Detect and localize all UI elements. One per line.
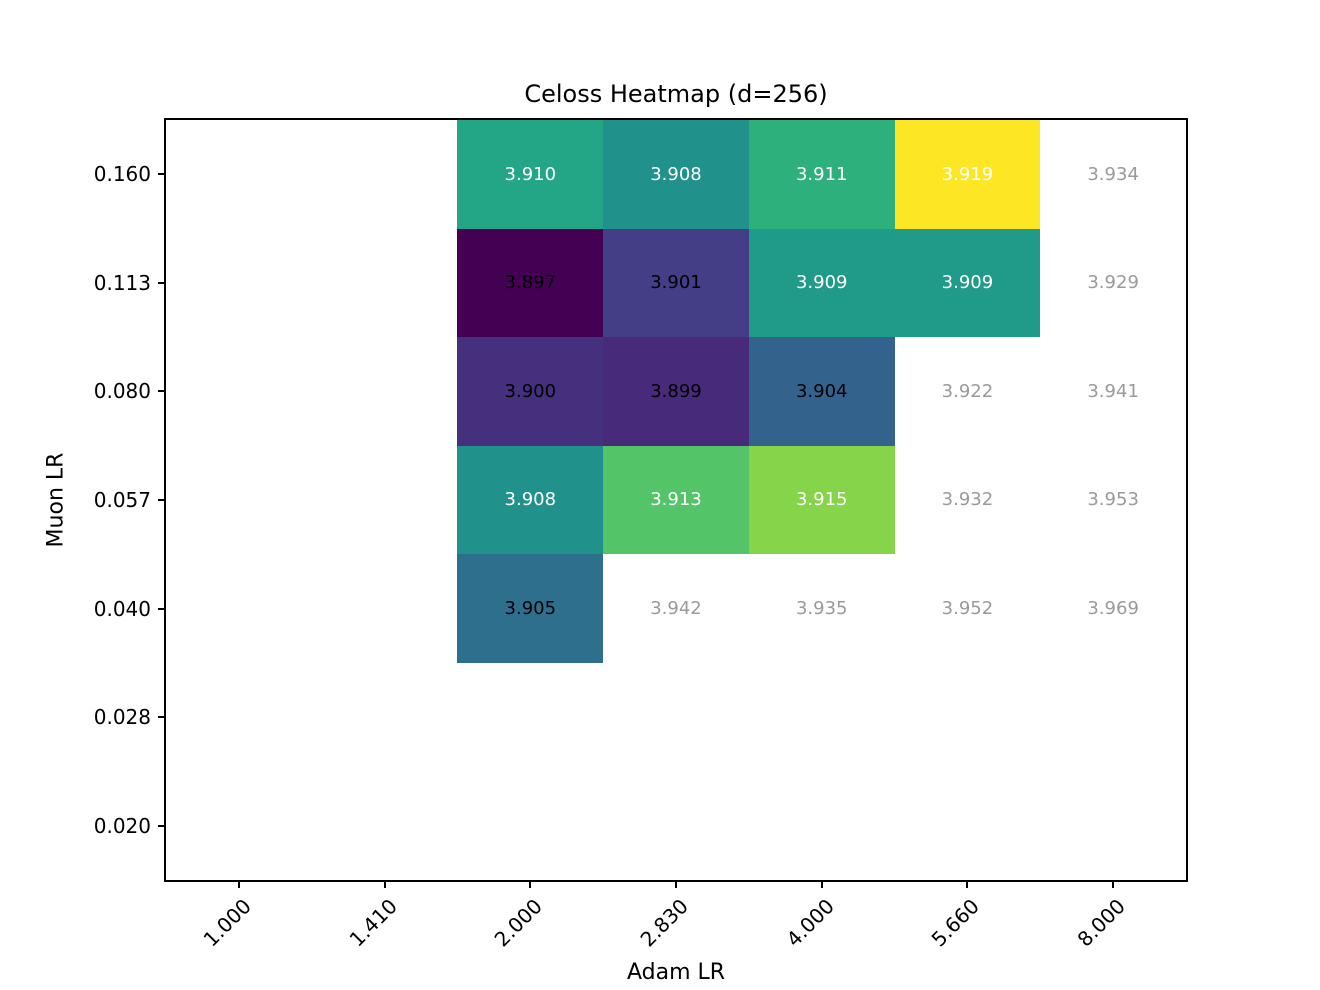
heatmap-cell: 3.909 — [894, 228, 1041, 338]
heatmap-cell — [311, 337, 458, 446]
heatmap-cell — [166, 120, 312, 229]
heatmap-cell: 3.909 — [748, 228, 895, 338]
heatmap-cell: 3.935 — [748, 554, 895, 663]
y-axis-title: Muon LR — [43, 452, 69, 548]
heatmap-cell: 3.900 — [457, 337, 604, 446]
y-tick-label: 0.113 — [93, 270, 151, 295]
x-tick-mark — [966, 880, 969, 888]
y-tick-label: 0.080 — [93, 379, 151, 404]
x-tick-mark — [820, 880, 823, 888]
heatmap-cell — [311, 771, 458, 880]
heatmap-cell — [748, 662, 895, 772]
heatmap-cell: 3.910 — [457, 120, 604, 229]
heatmap-cell: 3.904 — [748, 337, 895, 446]
y-tick-mark — [158, 499, 166, 501]
heatmap-cell: 3.897 — [457, 228, 604, 338]
heatmap-cell — [166, 662, 312, 772]
heatmap-cell — [603, 771, 749, 880]
y-tick-mark — [158, 281, 166, 284]
y-tick-mark — [158, 173, 166, 176]
heatmap-cell: 3.911 — [748, 120, 895, 229]
y-tick-label: 0.057 — [93, 488, 151, 512]
y-tick-mark — [158, 390, 166, 393]
heatmap-cell — [311, 445, 458, 555]
x-axis-title: Adam LR — [626, 960, 726, 985]
heatmap-cell — [603, 662, 749, 772]
heatmap-cell — [457, 771, 604, 880]
heatmap-cell: 3.941 — [1040, 337, 1186, 446]
chart-title: Celoss Heatmap (d=256) — [524, 80, 828, 108]
heatmap-cell — [166, 771, 312, 880]
heatmap-cell: 3.969 — [1040, 554, 1186, 663]
x-tick-mark — [529, 880, 532, 888]
heatmap-cell — [748, 771, 895, 880]
heatmap-cell: 3.919 — [894, 120, 1041, 229]
plot-area: 3.910 3.908 3.911 3.919 3.934 3.897 3.901 3.909… — [94, 118, 1188, 951]
heatmap-cell — [311, 228, 458, 338]
heatmap-cell — [166, 228, 312, 338]
heatmap-cell: 3.953 — [1040, 445, 1186, 555]
heatmap-cell: 3.952 — [894, 554, 1041, 663]
x-tick-mark — [1112, 880, 1115, 888]
heatmap-cell: 3.908 — [457, 445, 604, 555]
heatmap-cell — [166, 337, 312, 446]
heatmap-cell — [311, 662, 458, 772]
x-tick-mark — [237, 880, 240, 888]
heatmap-cell: 3.913 — [603, 445, 749, 555]
heatmap-cell: 3.929 — [1040, 228, 1186, 338]
y-tick-label: 0.160 — [93, 162, 151, 187]
heatmap-cell: 3.899 — [603, 337, 749, 446]
heatmap-cell: 3.934 — [1040, 120, 1186, 229]
heatmap-cell: 3.901 — [603, 228, 749, 338]
heatmap-cell: 3.908 — [603, 120, 749, 229]
x-tick-mark — [383, 880, 386, 888]
heatmap-cell — [166, 445, 312, 555]
y-tick-mark — [158, 607, 166, 610]
heatmap-cell — [311, 120, 458, 229]
y-tick-label: 0.040 — [93, 596, 151, 621]
heatmap-grid: 3.910 3.908 3.911 3.919 3.934 3.897 3.901 3.909… — [166, 120, 1186, 880]
y-tick-mark — [158, 824, 166, 827]
heatmap-cell: 3.932 — [894, 445, 1041, 555]
heatmap-cell: 3.905 — [457, 554, 604, 663]
heatmap-cell: 3.915 — [748, 445, 895, 555]
heatmap-cell — [457, 662, 604, 772]
y-tick-label: 0.028 — [93, 705, 151, 730]
heatmap-cell — [1040, 662, 1186, 772]
y-tick-mark — [158, 716, 166, 719]
heatmap-cell: 3.942 — [603, 554, 749, 663]
heatmap-cell — [1040, 771, 1186, 880]
heatmap-cell — [894, 771, 1041, 880]
heatmap-cell — [166, 554, 312, 663]
x-tick-mark — [675, 880, 677, 888]
heatmap-cell — [894, 662, 1041, 772]
heatmap-cell: 3.922 — [894, 337, 1041, 446]
y-tick-label: 0.020 — [93, 813, 151, 838]
heatmap-cell — [311, 554, 458, 663]
